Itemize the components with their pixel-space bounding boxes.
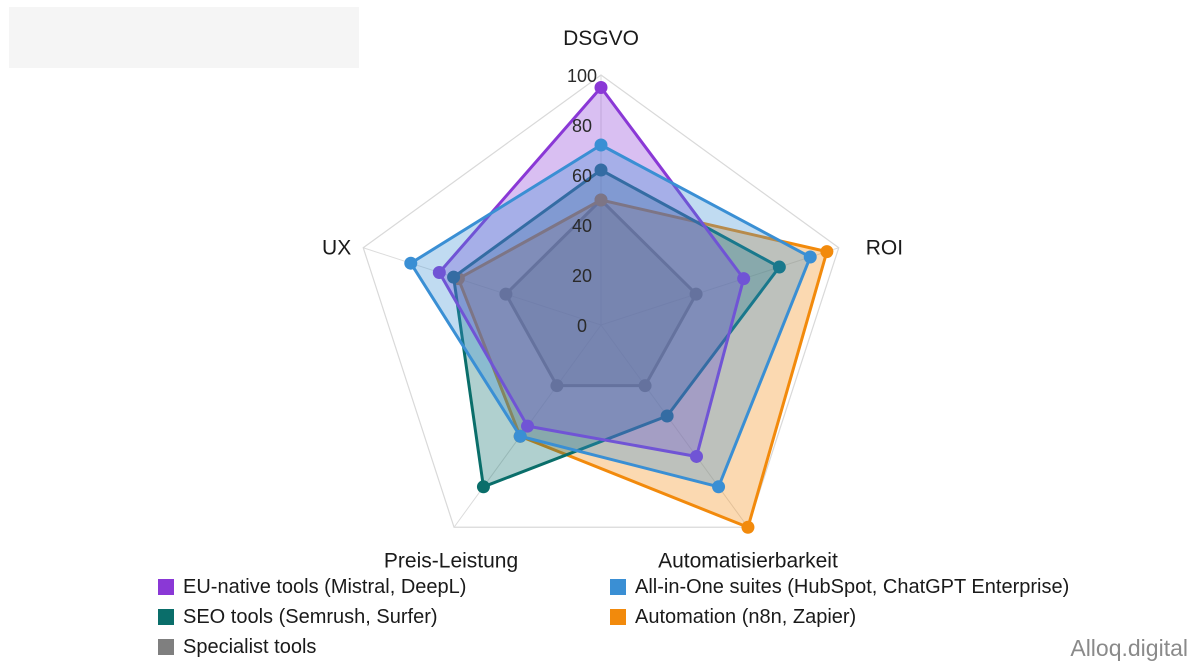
- series-point[interactable]: [689, 287, 703, 301]
- legend-swatch: [158, 639, 174, 655]
- legend-item[interactable]: EU-native tools (Mistral, DeepL): [158, 572, 610, 602]
- series-point[interactable]: [594, 81, 608, 94]
- series-point[interactable]: [741, 520, 755, 534]
- series-point[interactable]: [499, 287, 513, 301]
- axis-label: DSGVO: [563, 27, 639, 50]
- series-point[interactable]: [660, 409, 674, 423]
- legend-label: SEO tools (Semrush, Surfer): [183, 605, 438, 628]
- grid-spoke: [600, 247, 839, 326]
- tick-label: 100: [567, 66, 597, 86]
- legend-item[interactable]: SEO tools (Semrush, Surfer): [158, 602, 610, 632]
- axis-labels: DSGVO ROI Automatisierbarkeit Preis-Leistun…: [322, 27, 903, 572]
- legend-label: Automation (n8n, Zapier): [635, 605, 857, 628]
- series-area: [409, 143, 812, 489]
- legend-swatch: [610, 609, 626, 625]
- series-group: [404, 138, 817, 494]
- axis-label: UX: [322, 237, 351, 260]
- brand-watermark: Alloq.digital: [1070, 635, 1188, 661]
- series-point[interactable]: [404, 256, 418, 270]
- legend-item[interactable]: Automation (n8n, Zapier): [610, 602, 1080, 632]
- legend-swatch: [610, 579, 626, 595]
- legend: EU-native tools (Mistral, DeepL) All-in-…: [158, 572, 1098, 662]
- series-areas: [404, 81, 834, 534]
- axis-label: ROI: [866, 237, 903, 260]
- radial-ticks: 0 20 40 60 80 100: [567, 66, 597, 336]
- title-placeholder: [9, 7, 359, 68]
- axis-label: Automatisierbarkeit: [658, 549, 838, 572]
- series-point[interactable]: [737, 272, 751, 286]
- series-area: [504, 198, 698, 388]
- tick-label: 20: [572, 266, 592, 286]
- series-point[interactable]: [476, 480, 490, 494]
- series-point[interactable]: [513, 429, 527, 443]
- series-point[interactable]: [594, 138, 608, 152]
- tick-label: 60: [572, 166, 592, 186]
- series-point[interactable]: [772, 260, 786, 274]
- series-point[interactable]: [690, 449, 704, 463]
- legend-item[interactable]: Specialist tools: [158, 632, 610, 662]
- series-point[interactable]: [712, 480, 726, 494]
- legend-label: All-in-One suites (HubSpot, ChatGPT Ente…: [635, 575, 1070, 598]
- legend-swatch: [158, 609, 174, 625]
- grid-spoke: [363, 247, 602, 326]
- series-point[interactable]: [820, 245, 834, 259]
- legend-label: Specialist tools: [183, 635, 317, 658]
- legend-swatch: [158, 579, 174, 595]
- tick-label: 80: [572, 116, 592, 136]
- series-point[interactable]: [432, 265, 446, 279]
- axis-label: Preis-Leistung: [384, 549, 518, 572]
- legend-item[interactable]: All-in-One suites (HubSpot, ChatGPT Ente…: [610, 572, 1080, 602]
- series-point[interactable]: [521, 419, 535, 433]
- grid-spoke: [600, 324, 749, 528]
- series-point[interactable]: [447, 270, 461, 284]
- series-point[interactable]: [550, 379, 564, 393]
- grid-outer-ring: [362, 74, 840, 528]
- series-point[interactable]: [594, 163, 608, 177]
- legend-label: EU-native tools (Mistral, DeepL): [183, 575, 467, 598]
- tick-label: 40: [572, 216, 592, 236]
- series-point[interactable]: [638, 379, 652, 393]
- series-point[interactable]: [594, 193, 608, 207]
- series-point[interactable]: [803, 250, 817, 264]
- tick-label: 0: [577, 316, 587, 336]
